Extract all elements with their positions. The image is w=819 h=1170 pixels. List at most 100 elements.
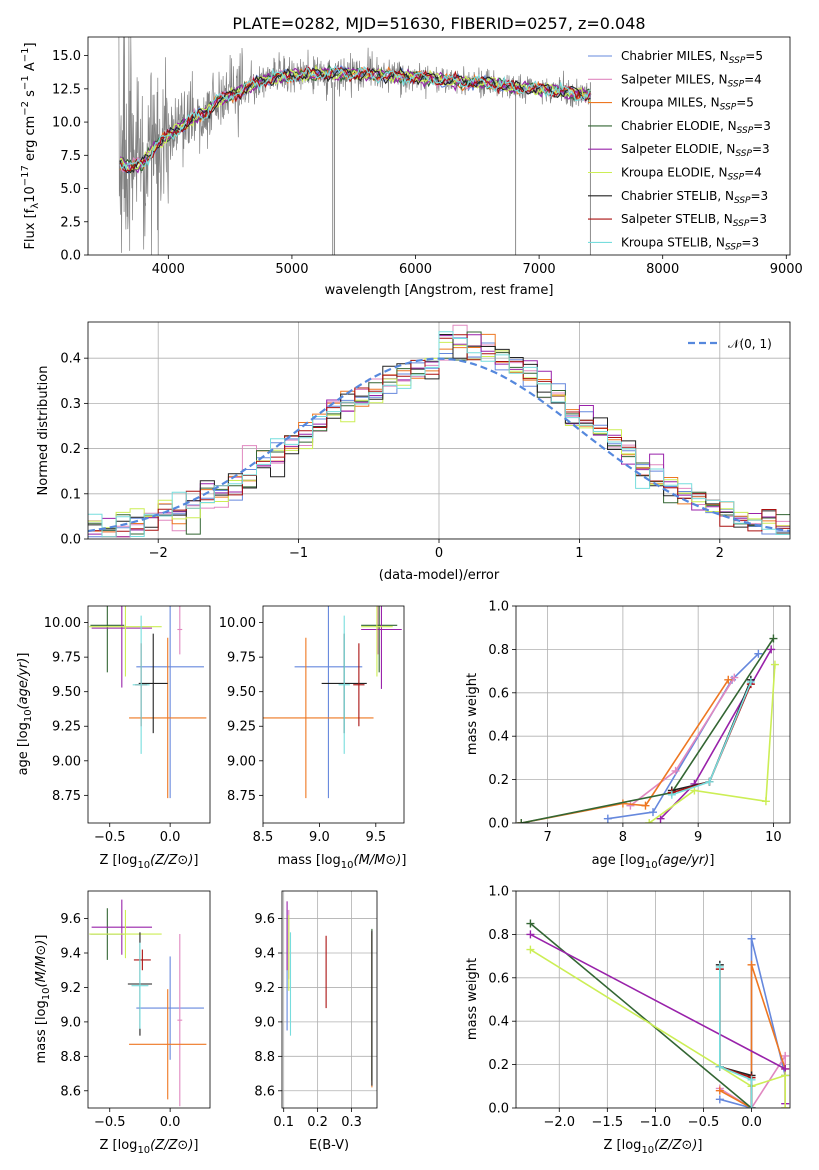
y-tick-label: 8.6	[254, 1084, 275, 1099]
series-point	[626, 801, 635, 810]
x-tick-label: 0.0	[160, 1115, 181, 1130]
legend-entry: Kroupa MILES, NSSP=5	[621, 96, 754, 113]
x-tick-label: 1	[575, 546, 583, 561]
x-tick-label: −0.5	[94, 1115, 126, 1130]
series-line	[521, 638, 775, 823]
x-tick-label: 2	[716, 546, 724, 561]
label-sub: 10	[641, 1145, 654, 1156]
series-point	[526, 919, 535, 928]
y-tick-label: 0.6	[488, 971, 509, 986]
model-spectrum	[119, 66, 591, 171]
series-point	[517, 819, 526, 823]
series-point	[781, 1051, 790, 1060]
plot-area	[118, 37, 592, 255]
axes-frame	[281, 890, 378, 1109]
y-tick-label: 9.00	[227, 754, 256, 769]
legend-text: =4	[744, 166, 762, 180]
axes-frame	[262, 605, 405, 824]
series-point	[754, 649, 763, 658]
axes-frame	[87, 321, 791, 540]
label-part: 10	[23, 186, 38, 203]
x-tick-label: 7000	[523, 262, 556, 277]
legend-text: Chabrier STELIB, N	[621, 189, 734, 203]
series-point	[724, 675, 733, 684]
y-tick-label: 8.8	[254, 1050, 275, 1065]
legend-text: =3	[753, 119, 771, 133]
y-tick-label: 0.0	[60, 533, 81, 548]
y-tick-label: 1.0	[488, 885, 509, 900]
series-point	[656, 814, 665, 823]
y-tick-label: 9.25	[52, 720, 81, 735]
y-tick-label: 8.75	[52, 789, 81, 804]
model-spectrum	[119, 66, 591, 173]
label-part: ]	[16, 653, 31, 658]
label-part: (age/yr)	[658, 853, 710, 868]
model-spectrum	[119, 67, 591, 174]
y-tick-label: 9.2	[60, 981, 81, 996]
y-tick-label: 0.4	[60, 352, 81, 367]
label-part: ]	[23, 42, 38, 47]
series-point	[715, 1095, 724, 1104]
axis-label: (data-model)/error	[379, 568, 500, 583]
x-tick-label: −2	[149, 546, 168, 561]
series-point	[526, 945, 535, 954]
label-part: age [log	[16, 722, 31, 775]
x-tick-label: 6000	[399, 262, 432, 277]
y-tick-label: 0.3	[60, 397, 81, 412]
axes-1: −2 −1 0 1 2 0.0 0.1 0.2 0.3 0.4 𝒩(0, 1)	[60, 321, 791, 561]
y-tick-label: 12.5	[52, 82, 81, 97]
model-spectrum	[119, 65, 591, 171]
axis-label: E(B-V)	[309, 1138, 349, 1153]
legend-entry: Kroupa STELIB, NSSP=3	[621, 235, 759, 252]
x-tick-label: 0.3	[341, 1115, 362, 1130]
legend-text: =3	[751, 189, 769, 203]
legend-sub: SSP	[728, 79, 745, 89]
label-part: A	[23, 62, 38, 75]
legend-sub: SSP	[725, 242, 742, 252]
histogram-series	[88, 331, 790, 538]
label-part: mass [log	[34, 1000, 49, 1063]
y-tick-label: 0.1	[60, 487, 81, 502]
series-point	[705, 777, 714, 786]
y-tick-label: 9.4	[254, 947, 275, 962]
y-tick-label: 0.0	[488, 817, 509, 832]
y-tick-label: 9.75	[227, 651, 256, 666]
plot-area	[88, 322, 790, 539]
series-line	[718, 969, 753, 1108]
label-part: ]	[34, 935, 49, 940]
axes-3: 8.5 9.0 9.5 8.75 9.00 9.25 9.50 9.75 10.00	[219, 605, 405, 845]
label-part: mass [log	[278, 853, 341, 868]
label-part: Z [log	[100, 853, 138, 868]
axes-6: 0.1 0.2 0.3 8.6 8.8 9.0 9.2 9.4 9.6	[254, 890, 378, 1130]
x-tick-label: −1.0	[640, 1115, 672, 1130]
legend-entry: 𝒩(0, 1)	[728, 337, 772, 351]
label-part: erg cm	[23, 116, 38, 165]
series-line	[718, 967, 753, 1108]
series-point	[769, 634, 778, 643]
gaussian-curve	[88, 357, 790, 533]
series-point	[746, 677, 755, 686]
label-part: −1	[20, 48, 31, 63]
series-point	[781, 1104, 790, 1108]
x-tick-label: 9000	[770, 262, 803, 277]
series-point	[671, 766, 680, 775]
legend-sub: SSP	[735, 149, 752, 159]
y-tick-label: 0.8	[488, 643, 509, 658]
label-part: age [log	[592, 853, 645, 868]
legend-text: Salpeter ELODIE, N	[621, 142, 735, 156]
label-part: ]	[401, 853, 406, 868]
label-sub: 10	[137, 1145, 150, 1156]
series-point	[649, 808, 657, 817]
label-part: (Z/Z⊙)	[654, 1138, 697, 1153]
axes-frame	[87, 605, 211, 824]
axis-label: Normed distribution	[36, 366, 51, 496]
label-part: ]	[697, 1138, 702, 1153]
label-part: Z [log	[100, 1138, 138, 1153]
axis-label: mass weight	[465, 673, 480, 755]
legend-entry: Salpeter ELODIE, NSSP=3	[621, 142, 770, 159]
series-point	[667, 790, 676, 799]
y-tick-label: 9.75	[52, 651, 81, 666]
label-part: (M/M⊙)	[34, 940, 49, 988]
legend-sub: SSP	[734, 196, 751, 206]
